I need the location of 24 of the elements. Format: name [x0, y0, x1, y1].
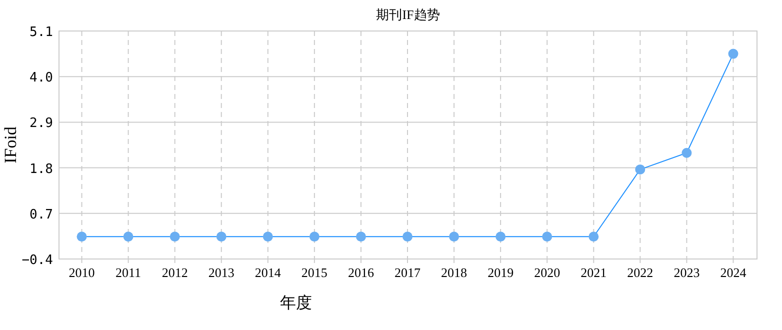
x-tick-label: 2021: [580, 265, 607, 280]
chart-title: 期刊IF趋势: [376, 7, 440, 22]
x-tick-label: 2018: [441, 265, 468, 280]
x-tick-label: 2014: [254, 265, 282, 280]
x-tick-label: 2010: [68, 265, 95, 280]
x-tick-label: 2019: [488, 265, 514, 280]
y-tick-label: −0.4: [22, 253, 54, 268]
y-tick-label: 5.1: [30, 25, 53, 40]
y-tick-label: 4.0: [30, 70, 53, 86]
x-tick-label: 2024: [720, 265, 747, 280]
x-tick-label: 2012: [162, 265, 188, 280]
x-tick-label: 2015: [301, 265, 328, 280]
y-tick-label: 1.8: [30, 162, 53, 177]
y-tick-label: 2.9: [30, 116, 53, 132]
x-axis-title: 年度: [280, 294, 312, 312]
x-tick-label: 2013: [208, 265, 234, 280]
x-tick-label: 2011: [116, 265, 142, 280]
y-axis-title: IFoid: [1, 126, 20, 164]
x-tick-label: 2016: [348, 265, 374, 280]
x-tick-label: 2022: [627, 265, 654, 280]
y-tick-label: 0.7: [30, 207, 53, 222]
x-tick-label: 2023: [674, 265, 700, 280]
x-tick-label: 2017: [394, 265, 421, 280]
x-tick-label: 2020: [534, 265, 560, 280]
